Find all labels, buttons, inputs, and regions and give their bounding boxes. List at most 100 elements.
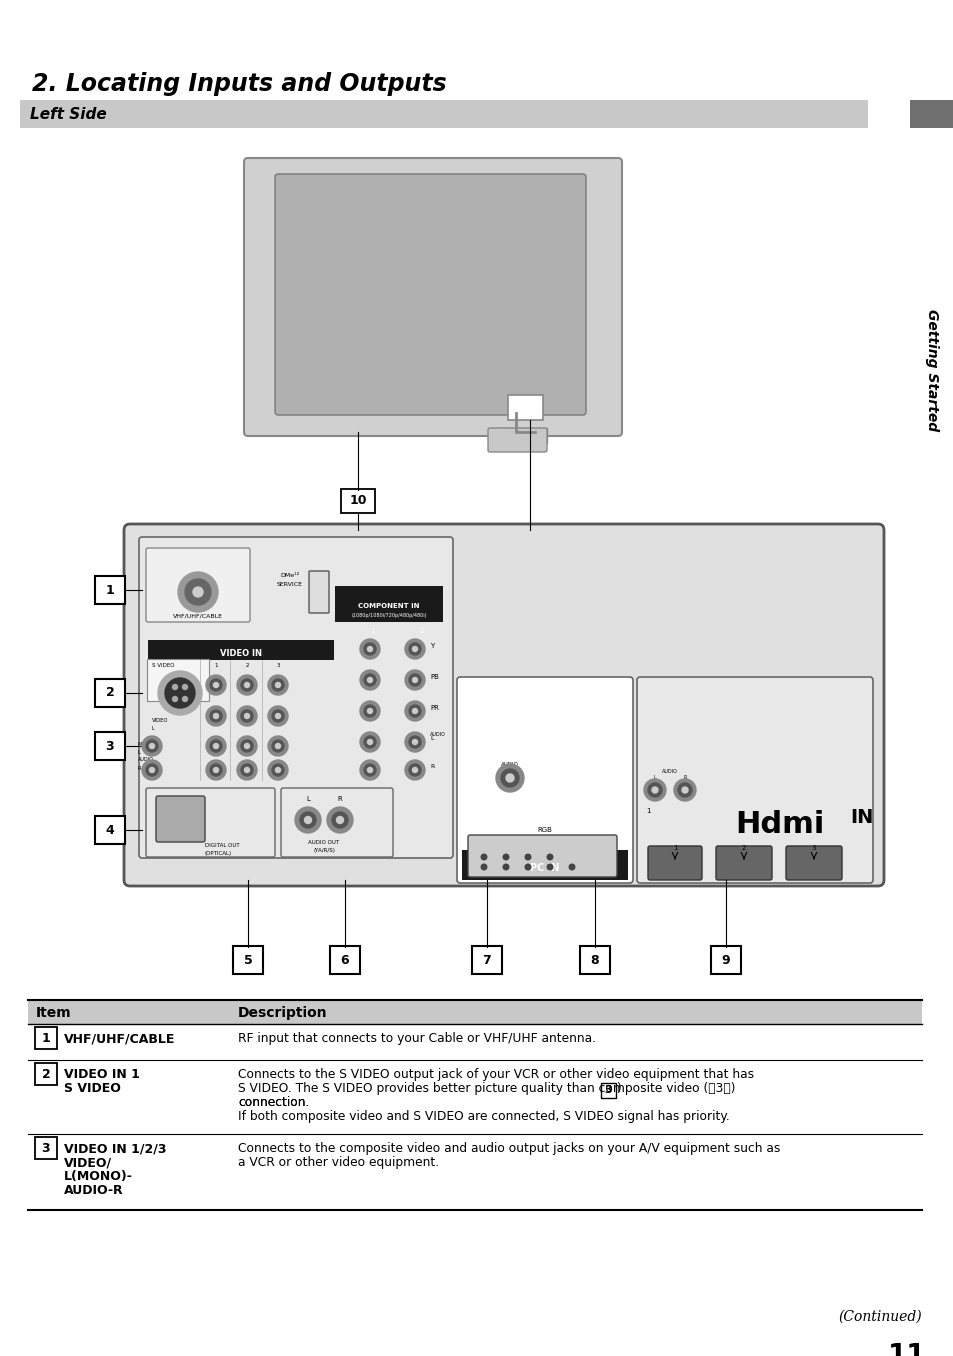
- FancyBboxPatch shape: [710, 946, 740, 974]
- Text: AUDIO-R: AUDIO-R: [64, 1184, 124, 1197]
- Text: VIDEO IN 1: VIDEO IN 1: [64, 1069, 140, 1081]
- Text: 3: 3: [811, 845, 816, 852]
- Circle shape: [294, 807, 320, 833]
- Text: Left Side: Left Side: [30, 107, 107, 122]
- Circle shape: [643, 778, 665, 801]
- Circle shape: [502, 854, 508, 860]
- Text: 1: 1: [370, 628, 374, 635]
- Circle shape: [244, 767, 250, 773]
- FancyBboxPatch shape: [600, 1083, 615, 1098]
- Circle shape: [185, 579, 211, 605]
- Text: R: R: [138, 766, 142, 772]
- Text: connection.: connection.: [237, 1096, 309, 1109]
- Circle shape: [502, 864, 508, 869]
- FancyBboxPatch shape: [35, 1026, 57, 1050]
- Circle shape: [210, 711, 222, 721]
- FancyBboxPatch shape: [95, 816, 125, 843]
- Circle shape: [272, 679, 284, 692]
- Text: PB: PB: [430, 674, 438, 679]
- Bar: [335, 586, 442, 622]
- Circle shape: [210, 763, 222, 776]
- Circle shape: [146, 740, 158, 753]
- Circle shape: [272, 740, 284, 753]
- FancyBboxPatch shape: [139, 537, 453, 858]
- Circle shape: [364, 674, 375, 686]
- FancyBboxPatch shape: [330, 946, 359, 974]
- Bar: [909, 127, 953, 631]
- Text: 1: 1: [214, 663, 217, 669]
- FancyBboxPatch shape: [456, 677, 633, 883]
- Text: 11: 11: [886, 1342, 925, 1356]
- Circle shape: [275, 713, 280, 719]
- Circle shape: [213, 682, 218, 687]
- Circle shape: [213, 713, 218, 719]
- Text: IN: IN: [849, 808, 872, 827]
- Circle shape: [182, 697, 188, 701]
- FancyBboxPatch shape: [156, 796, 205, 842]
- Text: 3: 3: [604, 1085, 612, 1096]
- Text: ): ): [615, 1082, 619, 1096]
- Circle shape: [547, 854, 552, 860]
- Text: AUDIO: AUDIO: [661, 769, 678, 774]
- Circle shape: [213, 743, 218, 749]
- Text: Connects to the composite video and audio output jacks on your A/V equipment suc: Connects to the composite video and audi…: [237, 1142, 780, 1155]
- Circle shape: [364, 736, 375, 749]
- Circle shape: [158, 671, 202, 715]
- FancyBboxPatch shape: [637, 677, 872, 883]
- Text: 2: 2: [42, 1067, 51, 1081]
- Bar: [461, 850, 627, 880]
- Circle shape: [142, 759, 162, 780]
- FancyBboxPatch shape: [95, 732, 125, 759]
- FancyBboxPatch shape: [468, 835, 617, 877]
- Text: R: R: [682, 776, 686, 780]
- Circle shape: [405, 701, 424, 721]
- Text: AUDIO: AUDIO: [138, 757, 153, 762]
- Text: 8: 8: [590, 953, 598, 967]
- Circle shape: [213, 767, 218, 773]
- Circle shape: [480, 854, 486, 860]
- Text: 2: 2: [245, 663, 249, 669]
- Circle shape: [405, 732, 424, 753]
- Circle shape: [244, 743, 250, 749]
- Circle shape: [364, 763, 375, 776]
- FancyBboxPatch shape: [488, 428, 546, 452]
- Bar: [148, 640, 334, 660]
- Circle shape: [681, 786, 687, 793]
- Text: S VIDEO: S VIDEO: [64, 1082, 121, 1096]
- Text: (1080p/1080i/720p/480p/480i): (1080p/1080i/720p/480p/480i): [351, 613, 426, 618]
- Bar: [507, 395, 542, 420]
- Text: VHF/UHF/CABLE: VHF/UHF/CABLE: [172, 614, 223, 618]
- Circle shape: [409, 705, 420, 717]
- FancyBboxPatch shape: [35, 1063, 57, 1085]
- FancyBboxPatch shape: [472, 946, 501, 974]
- Circle shape: [412, 708, 417, 713]
- FancyBboxPatch shape: [274, 174, 585, 415]
- FancyBboxPatch shape: [146, 788, 274, 857]
- Text: 6: 6: [340, 953, 349, 967]
- Circle shape: [364, 643, 375, 655]
- Text: connection.: connection.: [237, 1096, 309, 1109]
- Text: VIDEO IN 1/2/3: VIDEO IN 1/2/3: [64, 1142, 167, 1155]
- Text: 2: 2: [419, 628, 424, 635]
- Text: VIDEO/: VIDEO/: [64, 1157, 112, 1169]
- Text: 10: 10: [349, 495, 366, 507]
- Bar: [909, 100, 953, 127]
- FancyBboxPatch shape: [647, 846, 701, 880]
- Text: L: L: [138, 750, 141, 755]
- Circle shape: [409, 763, 420, 776]
- Circle shape: [359, 732, 379, 753]
- Bar: [28, 999, 921, 1024]
- FancyBboxPatch shape: [244, 159, 621, 437]
- Text: VHF/UHF/CABLE: VHF/UHF/CABLE: [64, 1032, 175, 1045]
- Text: 5: 5: [243, 953, 253, 967]
- Text: MONO: MONO: [138, 742, 153, 747]
- Text: RF input that connects to your Cable or VHF/UHF antenna.: RF input that connects to your Cable or …: [237, 1032, 596, 1045]
- Text: DMe¹²: DMe¹²: [280, 574, 299, 578]
- Text: 3: 3: [276, 663, 279, 669]
- Text: L: L: [152, 725, 154, 731]
- Circle shape: [496, 763, 523, 792]
- Circle shape: [651, 786, 658, 793]
- Circle shape: [236, 736, 256, 757]
- Circle shape: [272, 711, 284, 721]
- Text: L(MONO)-: L(MONO)-: [64, 1170, 132, 1182]
